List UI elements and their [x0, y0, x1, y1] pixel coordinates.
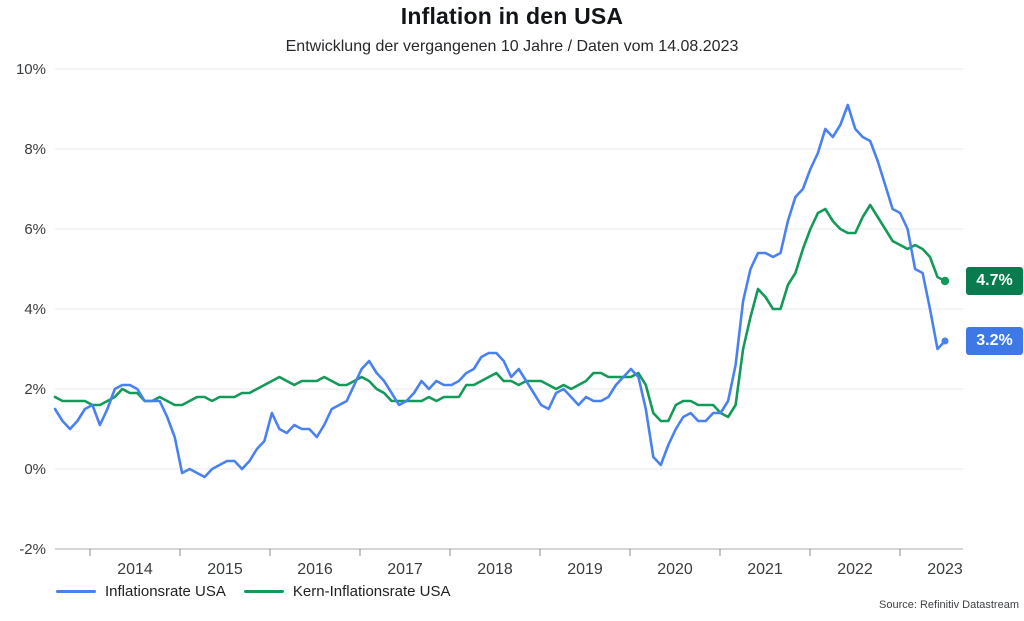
legend-swatch-green-line — [243, 590, 284, 593]
x-axis-label: 2022 — [837, 561, 873, 578]
legend-swatch-blue-line — [56, 590, 96, 593]
legend-item-kern-inflationsrate: Kern-Inflationsrate USA — [243, 583, 451, 600]
value-badge-kern-inflationsrate: 4.7% — [966, 267, 1023, 295]
series-end-dot-1 — [940, 276, 950, 286]
x-axis-label: 2016 — [297, 561, 333, 578]
y-axis-label: 10% — [16, 61, 46, 78]
x-axis-label: 2018 — [477, 561, 513, 578]
x-axis-label: 2020 — [657, 561, 693, 578]
source-attribution: Source: Refinitiv Datastream — [879, 599, 1019, 611]
chart-subtitle: Entwicklung der vergangenen 10 Jahre / D… — [285, 38, 739, 55]
value-badge-inflationsrate: 3.2% — [966, 327, 1023, 355]
chart-legend: Inflationsrate USA Kern-Inflationsrate U… — [56, 583, 450, 600]
x-axis-label: 2014 — [117, 561, 153, 578]
page-title: Inflation in den USA — [400, 3, 624, 29]
series-line-0 — [53, 103, 947, 479]
legend-item-inflationsrate: Inflationsrate USA — [56, 583, 226, 600]
x-axis-label: 2017 — [387, 561, 423, 578]
y-axis-label: 0% — [24, 461, 46, 478]
y-axis-label: 4% — [24, 301, 46, 318]
x-axis-label: 2023 — [927, 561, 963, 578]
y-axis-label: -2% — [19, 541, 46, 558]
y-axis-label: 8% — [24, 141, 46, 158]
series-line-1 — [53, 203, 947, 423]
y-axis-label: 6% — [24, 221, 46, 238]
x-axis-label: 2015 — [207, 561, 243, 578]
legend-label-inflationsrate: Inflationsrate USA — [105, 583, 226, 600]
y-axis-label: 2% — [24, 381, 46, 398]
x-axis-label: 2019 — [567, 561, 603, 578]
x-axis-label: 2021 — [747, 561, 783, 578]
series-end-dot-0 — [941, 337, 949, 345]
legend-label-kern-inflationsrate: Kern-Inflationsrate USA — [292, 583, 451, 600]
